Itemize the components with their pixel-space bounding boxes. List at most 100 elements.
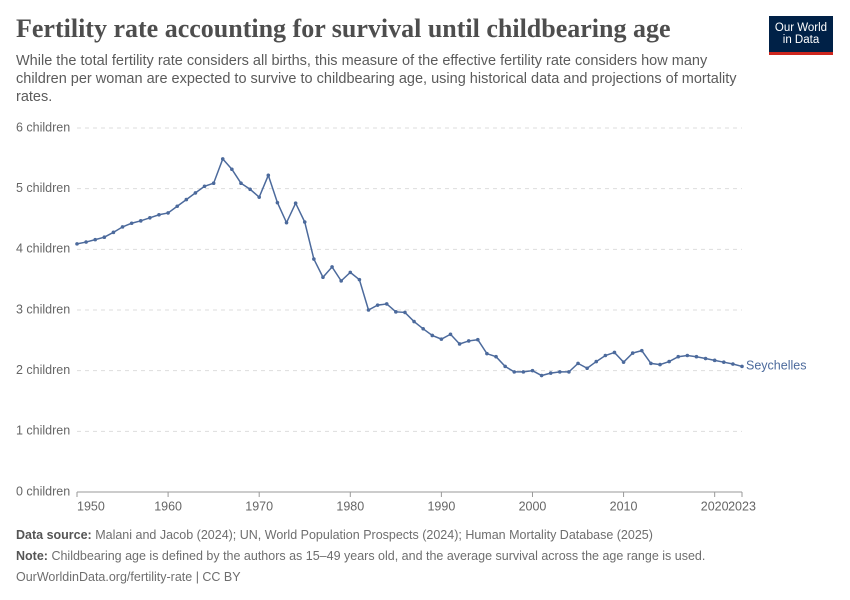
data-point <box>576 361 580 366</box>
data-point <box>649 361 653 366</box>
x-tick-label: 1990 <box>427 499 455 513</box>
chart-title: Fertility rate accounting for survival u… <box>16 14 671 43</box>
x-tick-label: 2010 <box>610 499 638 513</box>
data-point <box>366 308 371 312</box>
data-point <box>321 275 325 280</box>
note-label: Note: <box>16 549 48 563</box>
data-point <box>512 370 517 374</box>
x-tick-label: 2020 <box>701 499 729 513</box>
data-point <box>694 354 699 359</box>
y-tick-label: 2 children <box>16 363 70 377</box>
data-point <box>676 354 681 359</box>
y-tick-label: 3 children <box>16 302 70 316</box>
data-point <box>220 157 225 161</box>
data-point <box>639 348 644 353</box>
url[interactable]: OurWorldinData.org/fertility-rate | CC B… <box>16 570 241 584</box>
data-point <box>102 235 107 239</box>
data-point <box>148 215 152 220</box>
x-tick-label: 1980 <box>336 499 364 513</box>
data-point <box>503 364 507 369</box>
data-point <box>585 366 589 371</box>
data-point <box>721 360 726 364</box>
data-point <box>703 356 708 361</box>
data-point <box>211 181 216 186</box>
data-point <box>521 370 526 374</box>
data-point <box>594 359 599 364</box>
data-point <box>394 310 398 314</box>
x-tick-label: 1950 <box>77 499 105 513</box>
data-point <box>558 370 562 374</box>
data-point <box>603 353 608 358</box>
data-point <box>257 195 261 199</box>
y-tick-label: 0 children <box>16 484 70 498</box>
data-point <box>384 302 389 306</box>
data-point <box>193 191 198 195</box>
chart-subtitle: While the total fertility rate considers… <box>16 53 737 105</box>
x-tick-label: 2000 <box>519 499 547 513</box>
data-point <box>239 181 243 186</box>
data-point <box>330 265 334 269</box>
data-point <box>202 184 207 189</box>
data-point <box>375 303 380 307</box>
data-point <box>312 257 316 261</box>
data-point <box>667 359 671 364</box>
data-point <box>284 220 289 225</box>
data-point <box>138 219 143 223</box>
x-tick-label: 1960 <box>154 499 182 513</box>
data-point <box>485 351 489 356</box>
data-point <box>166 211 170 215</box>
data-point <box>658 362 662 367</box>
data-point <box>248 187 252 192</box>
data-point <box>129 221 134 226</box>
data-point <box>93 237 98 242</box>
data-point <box>494 354 498 359</box>
data-point <box>567 370 571 374</box>
data-point <box>157 212 161 217</box>
data-point <box>275 200 280 205</box>
source-text: Malani and Jacob (2024); UN, World Popul… <box>95 528 653 542</box>
data-point <box>712 358 717 363</box>
x-tick-label: 2023 <box>728 499 756 513</box>
data-point <box>230 167 234 172</box>
data-point <box>539 373 544 378</box>
data-point <box>621 360 626 364</box>
note-text: Childbearing age is defined by the autho… <box>51 549 706 563</box>
data-point <box>548 371 553 375</box>
series-line <box>76 157 743 377</box>
data-point <box>339 279 343 283</box>
data-point <box>348 270 353 275</box>
data-point <box>184 197 189 202</box>
data-point <box>685 353 690 358</box>
data-point <box>75 242 79 246</box>
data-point <box>630 351 635 355</box>
logo-text[interactable]: Our World in Data <box>774 22 828 46</box>
data-point <box>740 364 744 369</box>
data-point <box>439 337 444 341</box>
data-point <box>476 337 480 342</box>
data-point <box>731 362 735 366</box>
data-point <box>612 350 617 355</box>
source: Data source: Malani and Jacob (2024); UN… <box>16 528 653 542</box>
data-point <box>120 225 125 229</box>
data-point <box>84 240 88 244</box>
y-tick-label: 1 children <box>16 424 70 438</box>
data-point <box>530 368 535 373</box>
data-point <box>430 333 435 338</box>
y-tick-label: 5 children <box>16 181 70 195</box>
data-point <box>448 332 453 337</box>
data-point <box>466 339 471 343</box>
data-point <box>302 220 307 224</box>
data-point <box>457 342 462 346</box>
data-point <box>111 230 116 235</box>
x-tick-label: 1970 <box>245 499 273 513</box>
data-point <box>175 204 180 209</box>
y-tick-label: 6 children <box>16 120 70 134</box>
data-point <box>403 310 407 315</box>
y-tick-label: 4 children <box>16 242 70 256</box>
data-point <box>266 173 271 178</box>
logo[interactable]: Our World in Data <box>769 16 833 55</box>
data-point <box>293 201 298 206</box>
data-point <box>421 327 425 331</box>
